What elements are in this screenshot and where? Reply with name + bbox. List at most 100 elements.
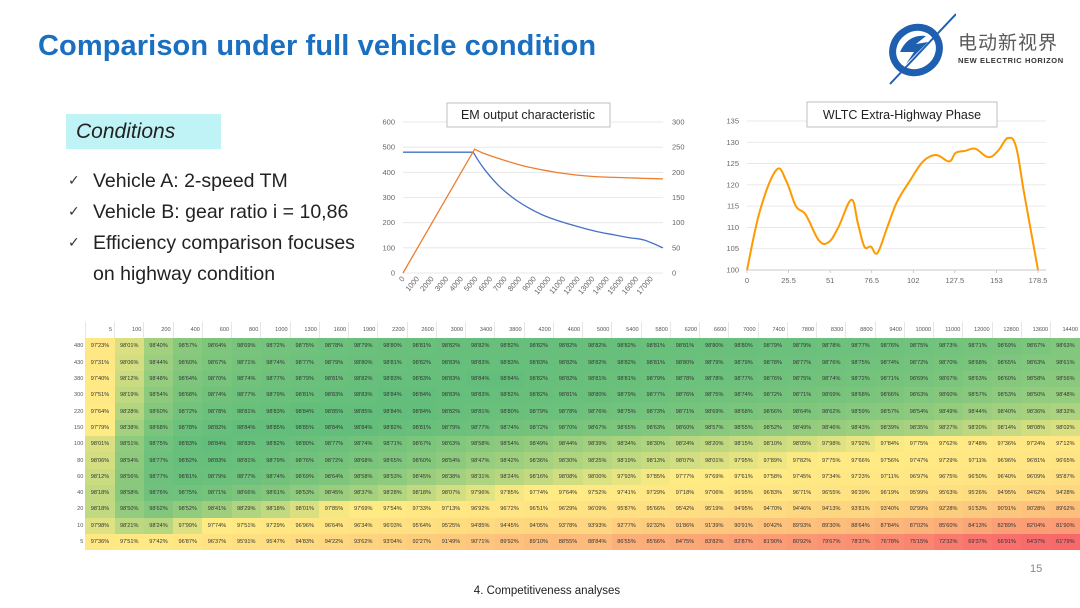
heatmap-cell: 98'61% <box>1050 354 1080 371</box>
heatmap-cell: 98'71% <box>670 403 700 420</box>
heatmap-cell: 98'79% <box>319 354 349 371</box>
heatmap-cell: 98'79% <box>348 338 378 355</box>
efficiency-table: 5 100 200 400 600 800 1000 1300 1600 1900 2200 2600… <box>60 322 1080 551</box>
heatmap-cell: 98'64% <box>173 370 203 388</box>
heatmap-cell: 81'90% <box>1050 517 1080 534</box>
y2-tick-label: 250 <box>672 143 685 152</box>
heatmap-cell: 89'93% <box>787 517 817 534</box>
heatmap-cell: 98'75% <box>787 370 817 388</box>
heatmap-cell: 98'81% <box>407 338 437 355</box>
row-header: 480 <box>60 338 86 355</box>
heatmap-cell: 89'62% <box>1050 501 1080 518</box>
y-tick-label: 400 <box>382 168 395 177</box>
heatmap-cell: 97'42% <box>143 533 174 551</box>
x-tick-label: 2000 <box>418 275 436 294</box>
row-header: 80 <box>60 452 86 469</box>
heatmap-cell: 98'45% <box>407 468 437 485</box>
table-row: 480 97'23% 98'01% 98'40% 98'57% 98'64% 98'69% 9… <box>60 338 1080 355</box>
heatmap-cell: 98'01% <box>699 452 729 469</box>
heatmap-cell: 97'61% <box>728 468 759 485</box>
heatmap-cell: 98'18% <box>260 501 291 518</box>
row-header: 60 <box>60 468 86 485</box>
heatmap-cell: 98'83% <box>407 370 437 388</box>
heatmap-cell: 98'07% <box>436 484 466 502</box>
heatmap-cell: 96'97% <box>904 468 934 485</box>
heatmap-cell: 98'12% <box>114 370 144 388</box>
heatmap-cell: 98'83% <box>436 387 466 404</box>
heatmap-cell: 98'76% <box>758 370 788 388</box>
heatmap-cell: 98'76% <box>582 403 612 420</box>
heatmap-cell: 98'64% <box>787 403 817 420</box>
heatmap-cell: 95'19% <box>699 501 729 518</box>
heatmap-cell: 98'82% <box>436 338 466 355</box>
heatmap-cell: 98'84% <box>377 403 408 420</box>
heatmap-cell: 98'77% <box>465 419 495 437</box>
heatmap-cell: 98'69% <box>816 387 846 404</box>
condition-item-continuation: on highway condition <box>68 263 388 294</box>
heatmap-cell: 98'60% <box>933 387 963 404</box>
column-header: 13600 <box>1020 322 1051 339</box>
heatmap-cell: 98'77% <box>143 452 174 469</box>
y-tick-label: 120 <box>726 180 739 189</box>
table-row: 10 97'98% 98'21% 98'24% 97'99% 97'74% 97'51% 97… <box>60 517 1080 534</box>
column-header: 4600 <box>552 322 583 339</box>
x-tick-label: 0 <box>745 276 749 285</box>
row-header: 430 <box>60 354 86 371</box>
table-row: 430 97'31% 98'06% 98'44% 98'60% 98'67% 98'71% 9… <box>60 354 1080 371</box>
heatmap-cell: 98'15% <box>728 436 759 453</box>
heatmap-cell: 98'37% <box>348 484 378 502</box>
y-tick-label: 100 <box>726 266 739 275</box>
table-row: 150 97'79% 98'38% 98'68% 98'78% 98'82% 98'84% 9… <box>60 419 1080 437</box>
heatmap-cell: 98'83% <box>377 370 408 388</box>
heatmap-cell: 98'32% <box>1050 403 1080 420</box>
column-header: 9400 <box>874 322 905 339</box>
heatmap-cell: 97'51% <box>85 387 115 404</box>
conditions-header: Conditions <box>66 114 221 149</box>
heatmap-cell: 96'81% <box>1021 452 1051 469</box>
heatmap-cell: 98'83% <box>524 354 554 371</box>
heatmap-cell: 96'96% <box>290 517 320 534</box>
heatmap-cell: 98'80% <box>377 338 408 355</box>
row-header: 5 <box>60 533 86 551</box>
heatmap-cell: 98'69% <box>992 338 1022 355</box>
x-tick-label: 76.5 <box>864 276 879 285</box>
heatmap-cell: 91'86% <box>670 517 700 534</box>
heatmap-cell: 95'99% <box>904 484 934 502</box>
column-header: 6600 <box>699 322 729 339</box>
heatmap-cell: 93'62% <box>348 533 378 551</box>
heatmap-cell: 98'74% <box>348 436 378 453</box>
heatmap-cell: 91'49% <box>436 533 466 551</box>
heatmap-cell: 93'40% <box>875 501 905 518</box>
heatmap-cell: 98'63% <box>1021 354 1051 371</box>
heatmap-cell: 98'83% <box>231 436 261 453</box>
table-row: 80 98'06% 98'54% 98'77% 98'82% 98'83% 98'81% 98… <box>60 452 1080 469</box>
heatmap-cell: 96'96% <box>992 452 1022 469</box>
heatmap-cell: 90'71% <box>465 533 495 551</box>
column-header: 7000 <box>728 322 759 339</box>
heatmap-cell: 97'29% <box>641 484 671 502</box>
heatmap-cell: 98'82% <box>465 338 495 355</box>
heatmap-cell: 98'44% <box>962 403 993 420</box>
heatmap-cell: 98'36% <box>1021 403 1051 420</box>
column-header: 600 <box>201 322 232 339</box>
heatmap-cell: 92'28% <box>933 501 963 518</box>
heatmap-cell: 98'20% <box>962 419 993 437</box>
heatmap-cell: 84'75% <box>670 533 700 551</box>
heatmap-cell: 98'57% <box>962 387 993 404</box>
heatmap-cell: 98'77% <box>845 338 876 355</box>
heatmap-cell: 98'58% <box>114 484 144 502</box>
heatmap-cell: 98'70% <box>202 370 232 388</box>
heatmap-cell: 98'53% <box>290 484 320 502</box>
heatmap-cell: 98'01% <box>290 501 320 518</box>
heatmap-cell: 98'07% <box>670 452 700 469</box>
heatmap-cell: 98'35% <box>904 419 934 437</box>
heatmap-cell: 98'78% <box>670 370 700 388</box>
heatmap-cell: 98'16% <box>524 468 554 485</box>
row-header: 220 <box>60 403 86 420</box>
heatmap-cell: 61'79% <box>1050 533 1080 551</box>
heatmap-cell: 98'40% <box>143 338 174 355</box>
heatmap-cell: 98'83% <box>436 370 466 388</box>
heatmap-cell: 95'66% <box>641 501 671 518</box>
heatmap-cell: 98'61% <box>260 484 291 502</box>
heatmap-cell: 98'60% <box>992 370 1022 388</box>
